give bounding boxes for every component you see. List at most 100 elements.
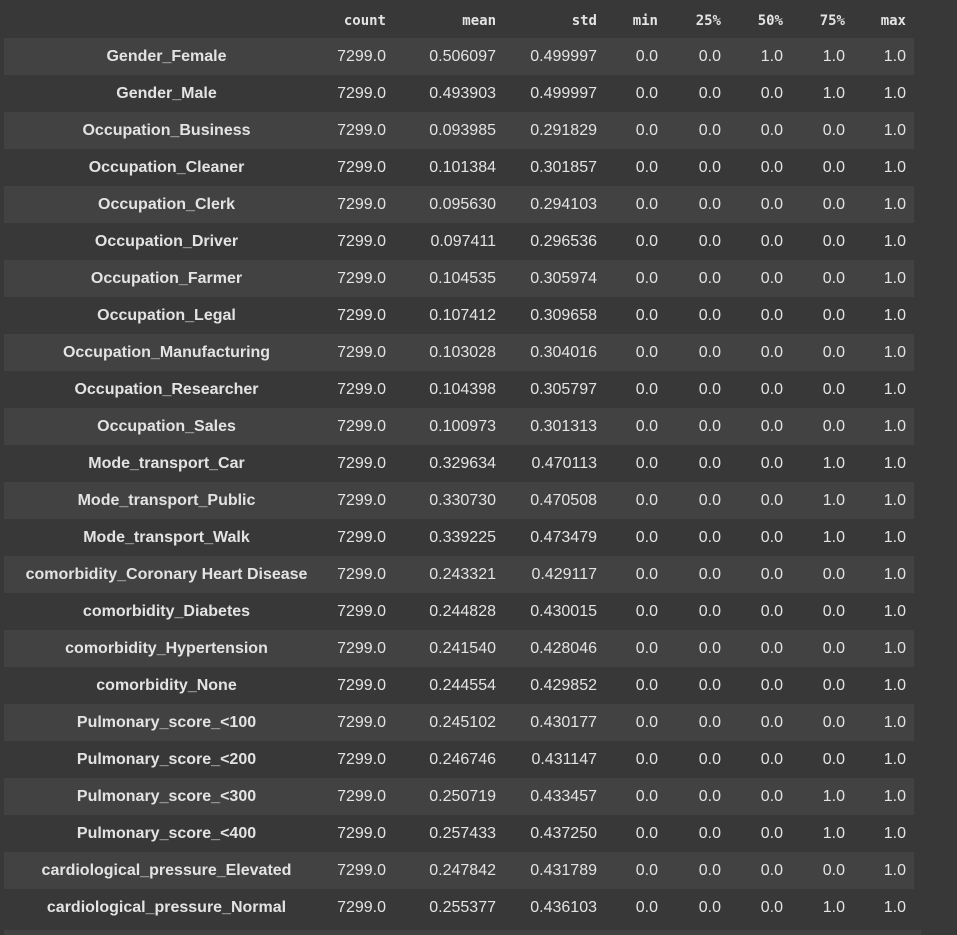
cell-min: 0.0 [635, 713, 658, 731]
row-index-label: comorbidity_Coronary Heart Disease [25, 565, 308, 583]
table-row: cardiological_pressure_Elevated 7299.0 0.2… [4, 852, 914, 889]
cell-25pct: 0.0 [698, 713, 721, 731]
cell-std: 0.305974 [530, 269, 597, 287]
cell-50pct: 0.0 [760, 454, 783, 472]
cell-50pct: 0.0 [760, 602, 783, 620]
row-index-label: comorbidity_Hypertension [65, 639, 268, 657]
cell-std: 0.305797 [530, 380, 597, 398]
cell-25pct: 0.0 [698, 528, 721, 546]
cell-50pct: 0.0 [760, 787, 783, 805]
table-row: Occupation_Driver 7299.0 0.097411 0.296536 0… [4, 223, 914, 260]
cell-50pct: 0.0 [760, 861, 783, 879]
cell-75pct: 1.0 [822, 787, 845, 805]
cell-75pct: 0.0 [822, 750, 845, 768]
cell-max: 1.0 [883, 861, 906, 879]
cell-50pct: 0.0 [760, 195, 783, 213]
cell-count: 7299.0 [337, 195, 386, 213]
cell-std: 0.431147 [531, 750, 597, 768]
cell-min: 0.0 [635, 232, 658, 250]
cell-mean: 0.506097 [429, 47, 496, 65]
cell-25pct: 0.0 [698, 491, 721, 509]
cell-25pct: 0.0 [698, 787, 721, 805]
cell-75pct: 0.0 [822, 343, 845, 361]
cell-50pct: 0.0 [760, 491, 783, 509]
cell-max: 1.0 [883, 898, 906, 916]
cell-75pct: 1.0 [822, 898, 845, 916]
cell-min: 0.0 [635, 750, 658, 768]
row-index-label: Pulmonary_score_<300 [76, 787, 257, 805]
cell-75pct: 0.0 [822, 232, 845, 250]
cell-75pct: 0.0 [822, 158, 845, 176]
cell-75pct: 0.0 [822, 602, 845, 620]
table-row: Mode_transport_Walk 7299.0 0.339225 0.47347… [4, 519, 914, 556]
cell-count: 7299.0 [337, 84, 386, 102]
cell-count: 7299.0 [337, 602, 386, 620]
cell-50pct: 1.0 [760, 47, 783, 65]
row-index-label: Mode_transport_Car [88, 454, 245, 472]
cell-min: 0.0 [635, 380, 658, 398]
row-index-label: Mode_transport_Public [77, 491, 256, 509]
cell-50pct: 0.0 [760, 232, 783, 250]
cell-25pct: 0.0 [698, 676, 721, 694]
table-row: Pulmonary_score_<200 7299.0 0.246746 0.4311… [4, 741, 914, 778]
cell-25pct: 0.0 [698, 565, 721, 583]
row-index-label: Occupation_Cleaner [88, 158, 245, 176]
cell-count: 7299.0 [337, 306, 386, 324]
cell-count: 7299.0 [337, 676, 386, 694]
cell-50pct: 0.0 [760, 343, 783, 361]
table-row: Mode_transport_Car 7299.0 0.329634 0.470113… [4, 445, 914, 482]
cell-count: 7299.0 [337, 824, 386, 842]
cell-mean: 0.245102 [429, 713, 496, 731]
column-header-max: max [880, 13, 906, 29]
cell-min: 0.0 [635, 84, 658, 102]
row-index-label: Pulmonary_score_<400 [76, 824, 257, 842]
cell-min: 0.0 [635, 528, 658, 546]
cell-max: 1.0 [883, 306, 906, 324]
cell-mean: 0.100973 [429, 417, 496, 435]
table-row: Occupation_Cleaner 7299.0 0.101384 0.301857… [4, 149, 914, 186]
cell-count: 7299.0 [337, 380, 386, 398]
cell-50pct: 0.0 [760, 824, 783, 842]
cell-min: 0.0 [635, 454, 658, 472]
table-row: Occupation_Researcher 7299.0 0.104398 0.305… [4, 371, 914, 408]
cell-50pct: 0.0 [760, 121, 783, 139]
cell-count: 7299.0 [337, 454, 386, 472]
cell-count: 7299.0 [337, 639, 386, 657]
cell-75pct: 1.0 [822, 824, 845, 842]
cell-50pct: 0.0 [760, 158, 783, 176]
row-index-label: Occupation_Manufacturing [62, 343, 271, 361]
cell-25pct: 0.0 [698, 602, 721, 620]
column-header-min: min [632, 13, 658, 29]
row-index-label: Occupation_Business [82, 121, 251, 139]
row-index-label: Occupation_Driver [94, 232, 239, 250]
row-index-label: Occupation_Legal [97, 306, 236, 324]
cell-mean: 0.104398 [429, 380, 496, 398]
table-row: Occupation_Business 7299.0 0.093985 0.29182… [4, 112, 914, 149]
cell-75pct: 0.0 [822, 269, 845, 287]
cell-max: 1.0 [883, 528, 906, 546]
cell-min: 0.0 [635, 343, 658, 361]
cell-min: 0.0 [635, 861, 658, 879]
cell-count: 7299.0 [337, 158, 386, 176]
cell-25pct: 0.0 [698, 195, 721, 213]
cell-std: 0.430015 [530, 602, 597, 620]
cell-50pct: 0.0 [760, 750, 783, 768]
cell-max: 1.0 [883, 824, 906, 842]
cell-75pct: 1.0 [822, 84, 845, 102]
table-row: Occupation_Legal 7299.0 0.107412 0.309658 0.… [4, 297, 914, 334]
cell-count: 7299.0 [337, 491, 386, 509]
cell-count: 7299.0 [337, 861, 386, 879]
table-row: comorbidity_Diabetes 7299.0 0.244828 0.4300… [4, 593, 914, 630]
cell-max: 1.0 [883, 750, 906, 768]
cell-std: 0.430177 [530, 713, 597, 731]
cell-75pct: 0.0 [822, 121, 845, 139]
cell-std: 0.499997 [530, 84, 597, 102]
table-row: comorbidity_Hypertension 7299.0 0.241540 0.… [4, 630, 914, 667]
cell-count: 7299.0 [337, 528, 386, 546]
cell-75pct: 0.0 [822, 676, 845, 694]
cell-min: 0.0 [635, 121, 658, 139]
cell-75pct: 0.0 [822, 417, 845, 435]
cell-max: 1.0 [883, 343, 906, 361]
cell-max: 1.0 [883, 84, 906, 102]
cell-mean: 0.095630 [429, 195, 496, 213]
